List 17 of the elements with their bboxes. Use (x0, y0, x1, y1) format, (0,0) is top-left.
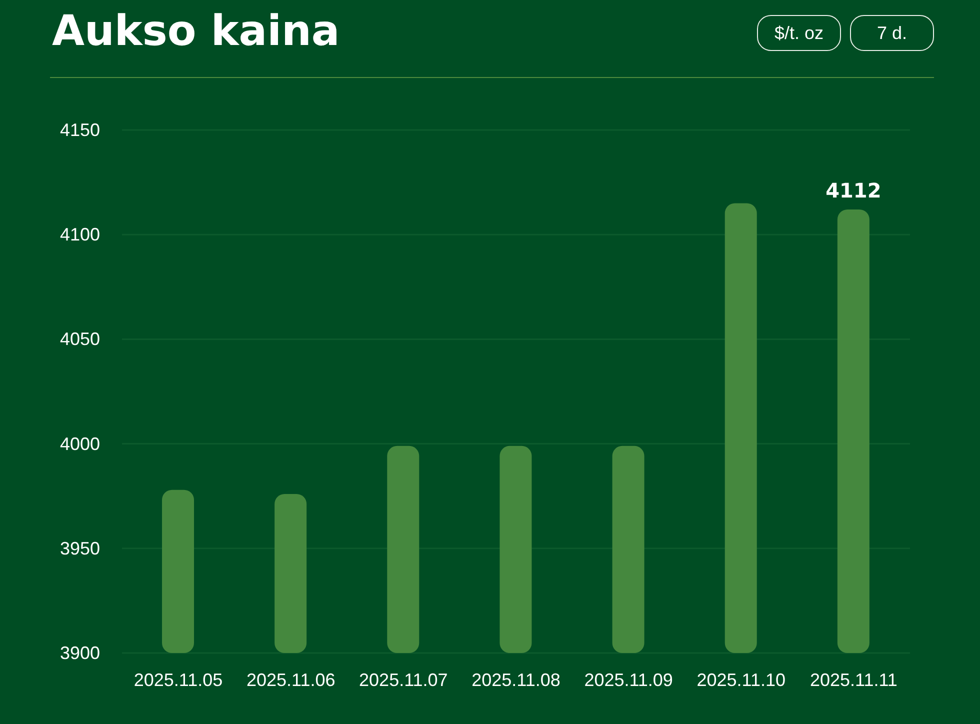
y-tick-label: 4100 (60, 224, 100, 245)
y-tick-label: 3950 (60, 538, 100, 558)
x-tick-label: 2025.11.10 (696, 670, 786, 690)
x-tick-label: 2025.11.07 (359, 670, 448, 690)
x-tick-label: 2025.11.06 (246, 670, 336, 690)
x-tick-label: 2025.11.05 (134, 670, 223, 690)
toggle-button: 7 d. (850, 15, 934, 51)
x-tick-label: 2025.11.08 (472, 670, 560, 690)
y-tick-label: 3900 (60, 643, 100, 663)
data-label: 4112 (826, 178, 882, 202)
x-tick-label: 2025.11.11 (810, 670, 898, 690)
y-tick-label: 4050 (60, 329, 100, 350)
y-tick-label: 4150 (60, 120, 100, 140)
x-tick-label: 2025.11.09 (584, 670, 673, 690)
y-tick-label: 4000 (60, 434, 100, 454)
chart-title: Aukso kaina (52, 6, 340, 55)
toggle-button: $/t. oz (757, 15, 841, 51)
